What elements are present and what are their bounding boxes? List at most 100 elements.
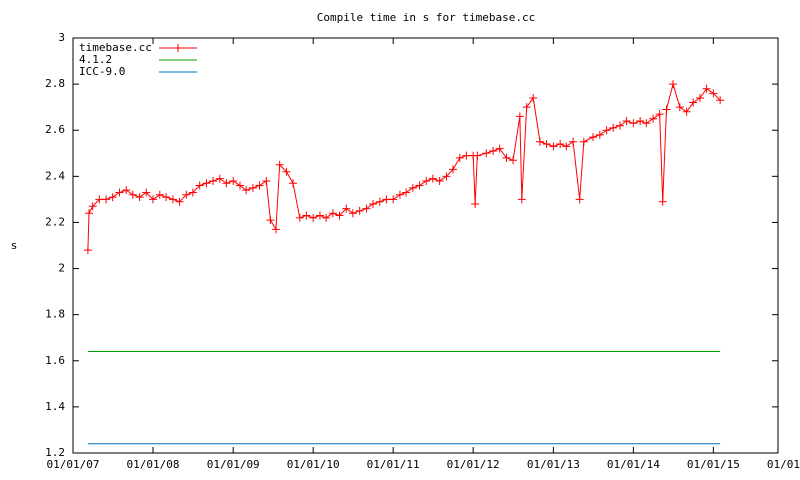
point-marker bbox=[658, 197, 667, 206]
point-marker bbox=[642, 119, 651, 128]
point-marker bbox=[402, 188, 411, 197]
y-tick-label: 2.4 bbox=[45, 169, 65, 182]
point-marker bbox=[569, 137, 578, 146]
point-marker bbox=[662, 105, 671, 114]
x-tick-label: 01/01/11 bbox=[367, 458, 420, 471]
legend-label: ICC-9.0 bbox=[79, 65, 125, 78]
point-marker bbox=[556, 140, 565, 149]
point-marker bbox=[235, 181, 244, 190]
point-marker bbox=[395, 190, 404, 199]
y-tick-label: 1.8 bbox=[45, 308, 65, 321]
point-marker bbox=[348, 209, 357, 218]
point-marker bbox=[295, 213, 304, 222]
point-marker bbox=[682, 107, 691, 116]
x-tick-label: 01/01/13 bbox=[527, 458, 580, 471]
point-marker bbox=[622, 117, 631, 125]
point-marker bbox=[536, 137, 545, 146]
point-marker bbox=[108, 193, 117, 202]
point-marker bbox=[282, 167, 291, 176]
point-marker bbox=[489, 146, 498, 155]
point-marker bbox=[83, 246, 92, 255]
point-marker bbox=[515, 112, 524, 121]
point-marker bbox=[502, 153, 511, 162]
point-marker bbox=[389, 195, 398, 204]
plot-border bbox=[72, 37, 779, 454]
point-marker bbox=[242, 186, 251, 195]
x-tick-label: 01/01/08 bbox=[126, 458, 179, 471]
point-marker bbox=[649, 114, 658, 123]
point-marker bbox=[517, 195, 526, 204]
point-marker bbox=[675, 103, 684, 112]
y-tick-label: 1.2 bbox=[45, 446, 65, 459]
point-marker bbox=[328, 209, 337, 218]
point-marker bbox=[655, 110, 664, 119]
point-marker bbox=[415, 181, 424, 190]
point-marker bbox=[168, 195, 177, 204]
point-marker bbox=[482, 149, 491, 158]
point-marker bbox=[382, 195, 391, 204]
point-marker bbox=[142, 188, 151, 197]
point-marker bbox=[315, 211, 324, 220]
point-marker bbox=[709, 89, 718, 98]
point-marker bbox=[542, 140, 551, 149]
point-marker bbox=[355, 206, 364, 215]
point-marker bbox=[188, 188, 197, 197]
point-marker bbox=[289, 179, 298, 188]
point-marker bbox=[435, 176, 444, 185]
point-marker bbox=[689, 98, 698, 107]
point-marker bbox=[102, 195, 111, 204]
y-tick-label: 2.2 bbox=[45, 215, 65, 228]
point-marker bbox=[148, 195, 157, 204]
y-tick-label: 2 bbox=[58, 262, 65, 275]
x-tick-label: 01/01/14 bbox=[607, 458, 660, 471]
point-marker bbox=[422, 176, 431, 185]
point-marker bbox=[629, 119, 638, 128]
point-marker bbox=[602, 126, 611, 135]
point-marker bbox=[266, 216, 275, 225]
x-tick-label: 01/01/10 bbox=[287, 458, 340, 471]
point-marker bbox=[595, 130, 604, 139]
point-marker bbox=[209, 176, 218, 185]
point-marker bbox=[122, 186, 131, 195]
y-axis-label: s bbox=[11, 239, 18, 252]
x-tick-label: 01/01/16 bbox=[767, 458, 800, 471]
point-marker bbox=[229, 176, 238, 185]
point-marker bbox=[375, 197, 384, 206]
point-marker bbox=[529, 93, 538, 102]
point-marker bbox=[615, 121, 624, 130]
point-marker bbox=[162, 193, 171, 202]
point-marker bbox=[716, 96, 725, 105]
x-tick-label: 01/01/12 bbox=[447, 458, 500, 471]
chart-title: Compile time in s for timebase.cc bbox=[317, 11, 536, 24]
y-tick-label: 2.8 bbox=[45, 77, 65, 90]
y-tick-label: 1.4 bbox=[45, 400, 65, 413]
point-marker bbox=[369, 200, 378, 208]
point-marker bbox=[473, 151, 482, 160]
point-marker bbox=[88, 202, 97, 211]
point-marker bbox=[275, 160, 284, 169]
point-marker bbox=[408, 183, 417, 192]
point-marker bbox=[471, 200, 480, 208]
y-tick-label: 2.6 bbox=[45, 123, 65, 136]
point-marker bbox=[702, 84, 711, 93]
point-marker bbox=[589, 133, 598, 142]
point-marker bbox=[335, 211, 344, 220]
point-marker bbox=[549, 142, 558, 151]
legend-label: timebase.cc bbox=[79, 41, 152, 54]
point-marker bbox=[175, 197, 184, 206]
point-marker bbox=[255, 181, 264, 190]
point-marker bbox=[495, 144, 504, 153]
point-marker bbox=[342, 204, 351, 213]
point-marker bbox=[322, 213, 331, 222]
point-marker bbox=[215, 174, 224, 183]
point-marker bbox=[562, 142, 571, 151]
x-tick-label: 01/01/09 bbox=[207, 458, 260, 471]
point-marker bbox=[195, 181, 204, 190]
point-marker bbox=[462, 151, 471, 160]
point-marker bbox=[442, 172, 451, 181]
legend-marker bbox=[174, 44, 182, 52]
x-tick-label: 01/01/07 bbox=[47, 458, 100, 471]
y-tick-label: 1.6 bbox=[45, 354, 65, 367]
point-marker bbox=[575, 195, 584, 204]
